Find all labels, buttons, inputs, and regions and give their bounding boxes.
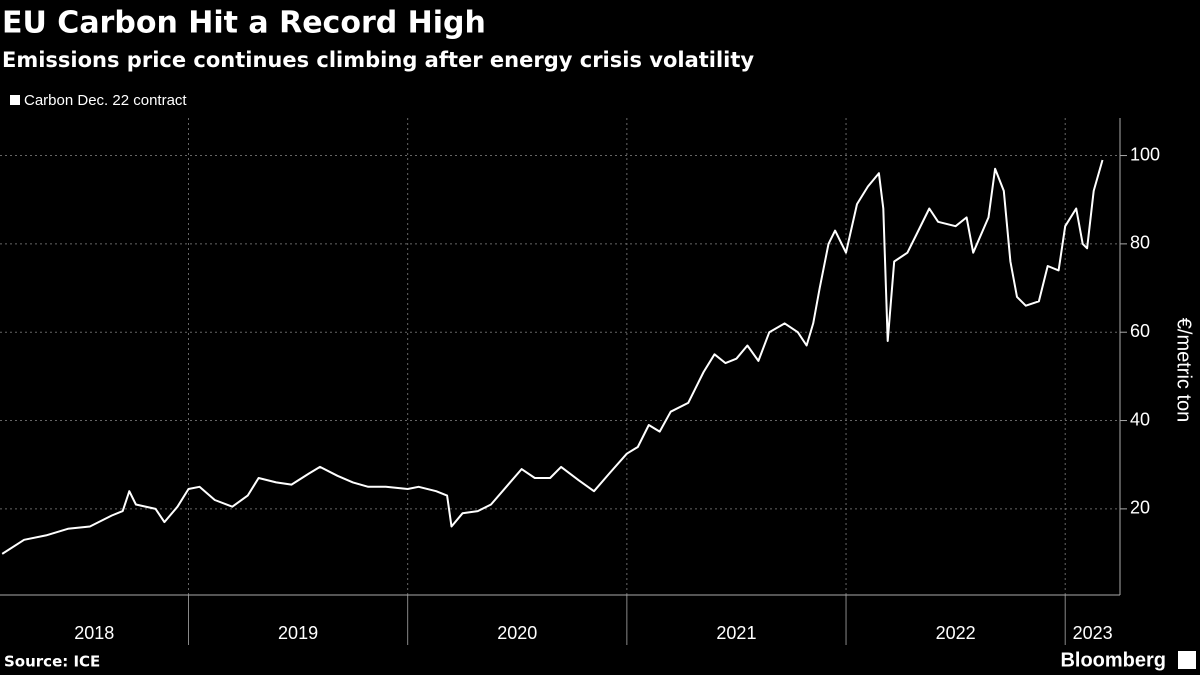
y-tick-label: 20 xyxy=(1130,498,1150,518)
y-tick-label: 40 xyxy=(1130,409,1150,429)
brand-icon xyxy=(1178,651,1196,669)
brand: Bloomberg xyxy=(1060,649,1166,671)
x-tick-label: 2023 xyxy=(1073,623,1113,643)
x-tick-label: 2018 xyxy=(74,623,114,643)
x-tick-label: 2019 xyxy=(278,623,318,643)
x-tick-label: 2022 xyxy=(936,623,976,643)
x-tick-label: 2021 xyxy=(716,623,756,643)
y-axis-label: €/metric ton xyxy=(1173,318,1195,422)
y-tick-label: 60 xyxy=(1130,321,1150,341)
y-tick-label: 100 xyxy=(1130,144,1160,164)
y-tick-label: 80 xyxy=(1130,233,1150,253)
source: Source: ICE xyxy=(4,653,100,671)
line xyxy=(1,159,1104,555)
x-tick-label: 2020 xyxy=(497,623,537,643)
legend-label: Carbon Dec. 22 contract xyxy=(24,92,187,109)
chart-subtitle: Emissions price continues climbing after… xyxy=(2,48,754,72)
legend-swatch xyxy=(10,95,20,105)
chart-title: EU Carbon Hit a Record High xyxy=(2,6,486,41)
